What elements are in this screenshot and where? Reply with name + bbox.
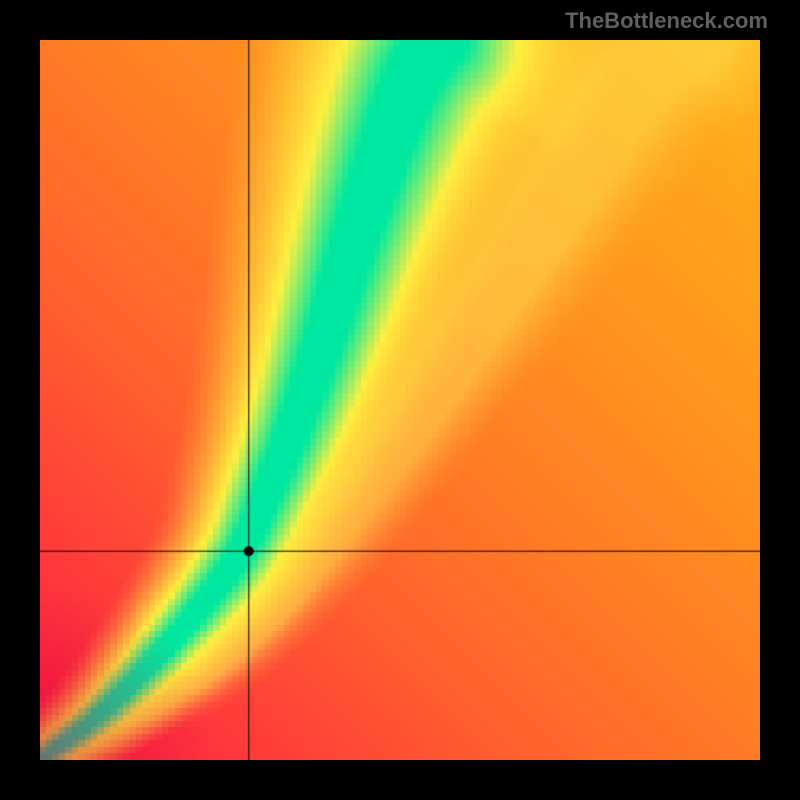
watermark-text: TheBottleneck.com	[565, 8, 768, 34]
bottleneck-heatmap	[40, 40, 760, 760]
chart-container: TheBottleneck.com	[0, 0, 800, 800]
